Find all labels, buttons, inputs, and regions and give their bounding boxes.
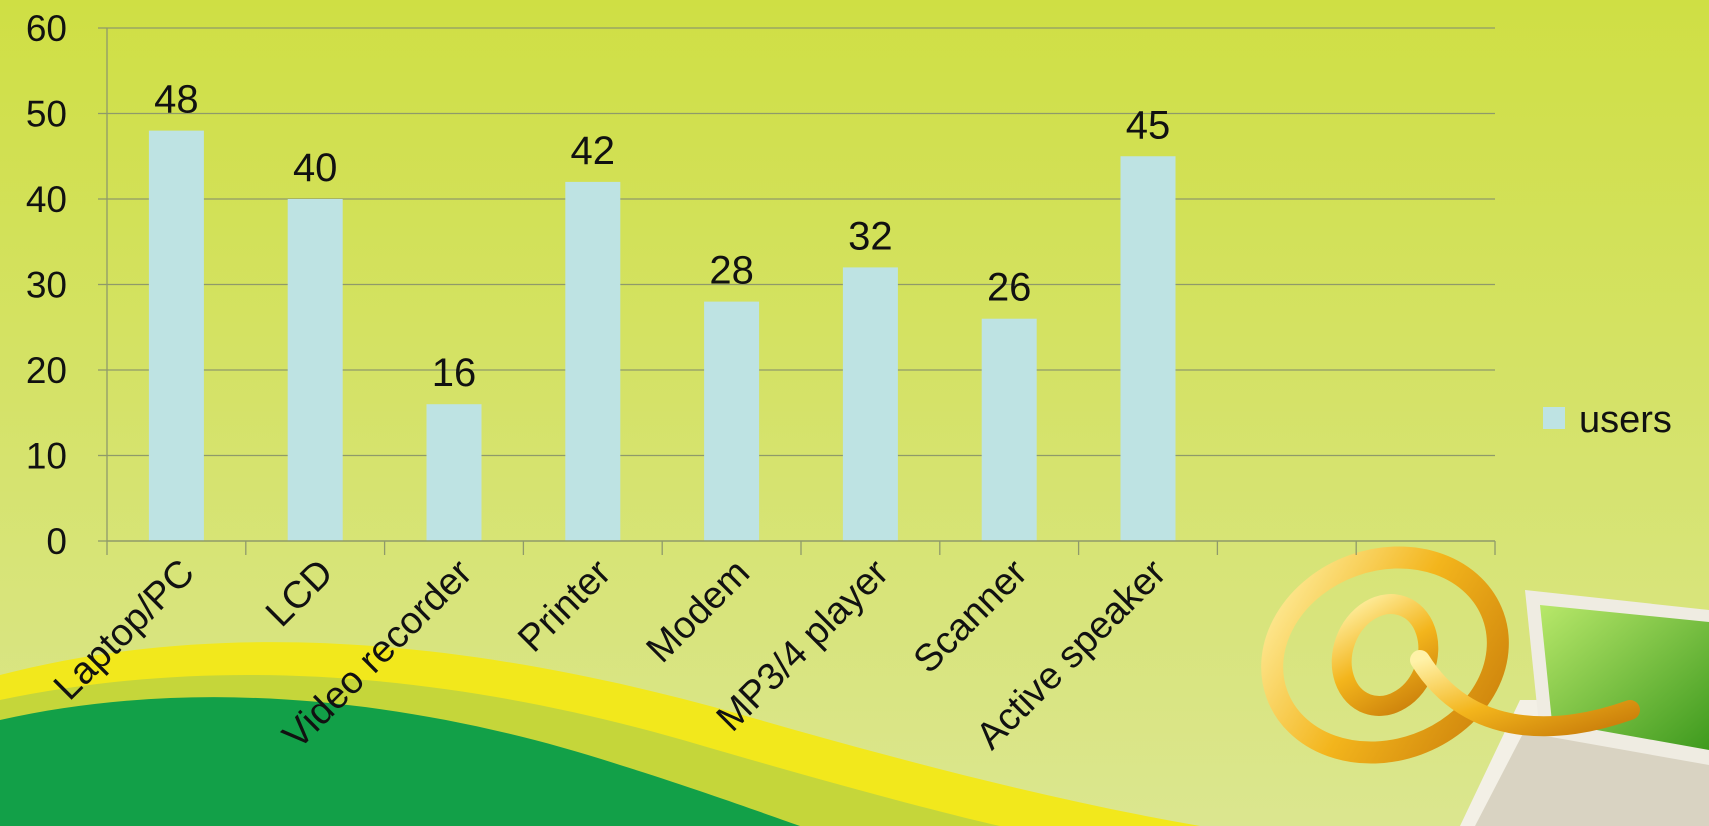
y-tick-label: 20	[26, 350, 67, 391]
data-labels: 48 40 16 42 28 32 26 45	[154, 78, 1170, 396]
legend-swatch	[1543, 407, 1565, 429]
axes	[98, 27, 1496, 555]
y-tick-label: 10	[26, 436, 67, 477]
y-tick-label: 60	[26, 8, 67, 49]
legend: users	[1543, 399, 1672, 441]
y-tick-label: 30	[26, 265, 67, 306]
bar	[287, 199, 343, 541]
data-label: 40	[293, 146, 338, 190]
y-tick-labels: 0 10 20 30 40 50 60	[26, 8, 67, 562]
at-sign-icon	[1261, 546, 1640, 764]
bar	[842, 267, 898, 541]
data-label: 26	[987, 266, 1032, 310]
data-label: 28	[709, 249, 754, 293]
y-tick-label: 50	[26, 94, 67, 135]
wave-decoration	[0, 642, 1200, 826]
data-label: 48	[154, 78, 199, 122]
data-label: 42	[571, 129, 616, 173]
data-label: 32	[848, 214, 893, 258]
data-label: 16	[432, 351, 477, 395]
bar	[565, 181, 621, 541]
bars	[148, 130, 1176, 541]
legend-label: users	[1579, 399, 1672, 441]
bar	[704, 301, 760, 541]
bar	[1120, 156, 1176, 541]
bar	[426, 404, 482, 541]
bar	[981, 318, 1037, 541]
y-tick-label: 40	[26, 179, 67, 220]
y-tick-label: 0	[46, 521, 67, 562]
data-label: 45	[1126, 103, 1171, 147]
bar	[148, 130, 204, 541]
green-wave	[0, 697, 800, 826]
